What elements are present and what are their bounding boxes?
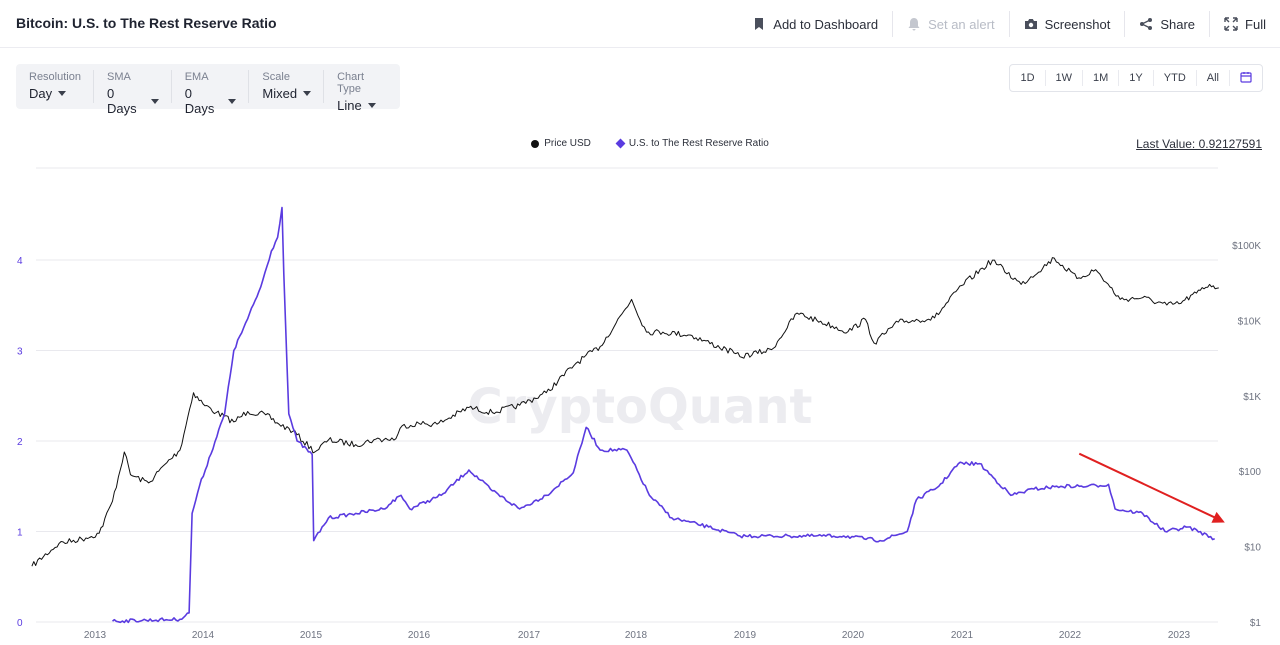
calendar-icon [1240,72,1252,83]
page-title: Bitcoin: U.S. to The Rest Reserve Ratio [16,15,277,31]
right-tick-label: $10 [1244,543,1261,554]
ema-label: EMA [184,71,209,83]
bookmark-icon [755,18,764,30]
left-axis-ticks: 0 1 2 3 4 [17,256,23,629]
add-to-dashboard-label: Add to Dashboard [773,16,879,32]
x-tick-label: 2022 [1059,630,1082,641]
price-usd-line [31,257,1219,567]
scale-value: Mixed [262,86,298,101]
x-tick-label: 2021 [951,630,974,641]
x-tick-label: 2013 [84,630,107,641]
x-tick-label: 2018 [625,630,648,641]
right-axis-ticks: $1 $10 $100 $1K $10K $100K [1232,241,1261,629]
ema-value: 0 Days [184,86,215,116]
left-tick-label: 0 [17,618,23,629]
sma-value: 0 Days [106,86,137,116]
range-1w-button[interactable]: 1W [1046,70,1084,86]
header-actions: Add to Dashboard Set an alert Screenshot… [738,0,1280,48]
legend-label-ratio: U.S. to The Rest Reserve Ratio [628,138,769,149]
circle-icon [531,139,540,148]
right-tick-label: $1K [1243,392,1261,403]
grid-lines [36,167,1218,623]
set-alert-label: Set an alert [928,16,995,32]
scale-select[interactable]: Scale Mixed [249,70,325,103]
series-lines [31,206,1219,624]
calendar-button[interactable] [1230,70,1262,86]
sma-label: SMA [106,71,131,83]
bell-icon [908,18,920,31]
left-tick-label: 2 [17,437,23,448]
reserve-ratio-line [112,206,1215,624]
ema-select[interactable]: EMA 0 Days [172,70,250,116]
range-ytd-button[interactable]: YTD [1154,70,1197,86]
left-tick-label: 4 [17,256,23,267]
range-1y-button[interactable]: 1Y [1119,70,1154,86]
caret-down-icon [303,91,312,96]
resolution-label: Resolution [29,71,81,83]
top-bar: Bitcoin: U.S. to The Rest Reserve Ratio … [0,0,1280,48]
scale-label: Scale [262,71,290,83]
x-tick-label: 2016 [408,630,431,641]
trend-arrow [1078,452,1225,523]
legend-item-price[interactable]: Price USD [531,138,591,149]
right-tick-label: $100K [1232,241,1261,252]
range-selector: 1D 1W 1M 1Y YTD All [1009,64,1263,92]
range-1m-button[interactable]: 1M [1083,70,1120,86]
x-tick-label: 2019 [734,630,757,641]
arrow-head [1211,511,1225,523]
caret-down-icon [367,103,376,108]
screenshot-label: Screenshot [1044,16,1111,32]
right-tick-label: $1 [1250,618,1262,629]
x-tick-label: 2015 [300,630,323,641]
expand-icon [1224,17,1238,31]
resolution-value: Day [29,86,53,101]
chart-area: CryptoQuant 2013 2014 2015 2016 2017 2018 2019… [17,167,1261,641]
share-button[interactable]: Share [1124,11,1209,37]
camera-icon [1024,19,1037,29]
caret-down-icon [228,98,237,104]
share-label: Share [1160,16,1196,32]
range-all-button[interactable]: All [1197,70,1230,86]
x-tick-label: 2017 [518,630,541,641]
right-tick-label: $10K [1238,316,1262,327]
screenshot-button[interactable]: Screenshot [1008,11,1125,37]
caret-down-icon [150,98,159,104]
diamond-icon [615,138,626,149]
x-axis-ticks: 2013 2014 2015 2016 2017 2018 2019 2020 2021 2022… [84,630,1191,641]
chart-type-label: Chart Type [337,71,365,95]
right-tick-label: $100 [1239,467,1262,478]
chart-controls: Resolution Day SMA 0 Days EMA 0 Days Sca… [16,64,400,116]
set-alert-button[interactable]: Set an alert [892,11,1009,37]
x-tick-label: 2023 [1168,630,1191,641]
chart-type-value: Line [337,98,362,113]
add-to-dashboard-button[interactable]: Add to Dashboard [738,11,892,37]
x-tick-label: 2020 [842,630,865,641]
resolution-select[interactable]: Resolution Day [16,70,94,103]
arrow-shaft [1078,452,1218,520]
full-label: Full [1245,16,1266,32]
left-tick-label: 1 [17,528,23,539]
chart-legend: Price USD U.S. to The Rest Reserve Ratio [0,138,1280,149]
caret-down-icon [58,91,67,96]
sma-select[interactable]: SMA 0 Days [94,70,172,116]
range-1d-button[interactable]: 1D [1010,70,1046,86]
left-tick-label: 3 [17,347,23,358]
share-icon [1140,18,1153,30]
x-tick-label: 2014 [192,630,215,641]
last-value: Last Value: 0.92127591 [1136,137,1262,151]
watermark: CryptoQuant [468,379,813,435]
chart-type-select[interactable]: Chart Type Line [324,70,400,113]
full-screen-button[interactable]: Full [1209,11,1280,37]
legend-label-price: Price USD [544,138,591,149]
legend-item-ratio[interactable]: U.S. to The Rest Reserve Ratio [615,138,769,149]
